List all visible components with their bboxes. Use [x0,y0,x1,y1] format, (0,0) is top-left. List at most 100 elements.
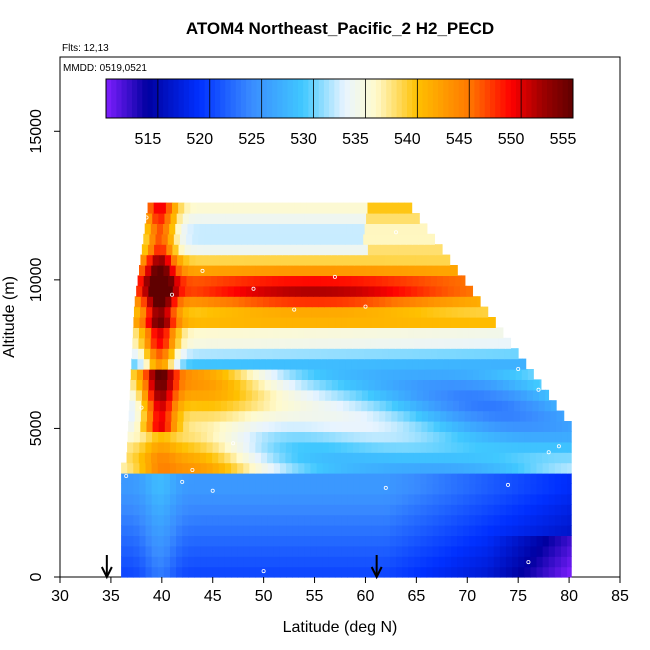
heat-cell [341,525,348,536]
heat-cell [518,535,525,547]
heat-cell [282,285,290,297]
heat-cell [316,441,324,453]
heat-cell [298,431,306,443]
heat-cell [176,483,183,495]
heat-cell [337,389,345,401]
heat-cell [216,233,224,245]
heat-cell [259,275,267,287]
heat-cell [396,473,403,484]
heat-cell [542,441,550,453]
heat-cell [316,566,324,578]
heat-cell [360,254,368,266]
heat-cell [419,223,427,235]
heat-cell [284,348,292,360]
heat-cell [467,358,475,370]
heat-cell [350,369,358,380]
heat-cell [436,275,444,287]
heat-cell [121,483,128,495]
heat-cell [199,452,207,464]
heat-cell [414,317,422,328]
heat-cell [276,244,283,256]
heat-cell [159,296,166,308]
heat-cell [334,327,342,339]
heat-cell [369,358,377,370]
heat-cell [473,348,481,360]
heat-cell [121,514,128,526]
heat-cell [333,275,340,287]
heat-cell [243,504,250,516]
colorbar-segment [349,79,356,118]
heat-cell [160,244,167,256]
heat-cell [243,317,251,328]
heat-cell [500,431,507,443]
heat-cell [420,525,428,536]
heat-cell [408,545,415,557]
heat-cell [401,452,409,464]
heat-cell [322,441,330,453]
heat-cell [402,441,409,453]
heat-cell [336,296,344,308]
colorbar-segment [256,79,263,118]
heat-cell [304,525,312,536]
heat-cell [194,431,202,443]
heat-cell [180,275,188,287]
heat-cell [279,514,287,526]
heat-cell [256,306,263,318]
heat-cell [121,504,128,516]
heat-cell [482,306,489,318]
heat-cell [135,400,143,412]
heat-cell [459,285,467,297]
heat-cell [394,358,401,370]
heat-cell [530,525,538,536]
heat-cell [298,441,305,453]
heat-cell [469,462,477,474]
heat-cell [366,296,374,308]
heat-cell [266,337,274,349]
heat-cell [148,379,156,391]
heat-cell [419,337,427,349]
heat-cell [567,483,572,495]
heat-cell [384,254,392,266]
heat-cell [474,337,482,349]
heat-cell [347,306,355,318]
heat-cell [414,441,421,453]
heat-cell [157,462,165,474]
heat-cell [429,285,437,297]
heat-cell [269,296,276,308]
heat-cell [217,348,225,360]
heat-cell [444,317,452,328]
heat-cell [413,265,421,276]
heat-cell [157,473,165,484]
heat-cell [188,545,195,557]
heat-cell [432,504,440,516]
heat-cell [505,514,513,526]
heat-cell [315,348,322,360]
heat-cell [365,327,372,339]
sample-point [383,485,388,490]
heat-cell [363,348,371,360]
heat-cell [388,275,395,287]
heat-cell [426,265,433,276]
heat-cell [308,275,316,287]
heat-cell [249,483,257,495]
colorbar-segment [406,79,413,118]
heat-cell [267,504,275,516]
heat-cell [515,379,522,391]
colorbar-segment [536,79,543,118]
heat-cell [425,337,433,349]
heat-cell [383,504,391,516]
heat-cell [192,275,200,287]
heat-cell [145,566,153,578]
heat-cell [377,566,385,578]
heat-cell [395,441,403,453]
heat-cell [555,431,562,443]
heat-cell [133,493,141,505]
sample-point [251,286,256,291]
heat-cell [450,265,458,276]
heat-cell [550,400,557,412]
heat-cell [225,254,233,266]
heat-cell [162,348,170,360]
heat-cell [218,327,226,339]
heat-cell [261,441,269,453]
heat-cell [386,389,394,401]
